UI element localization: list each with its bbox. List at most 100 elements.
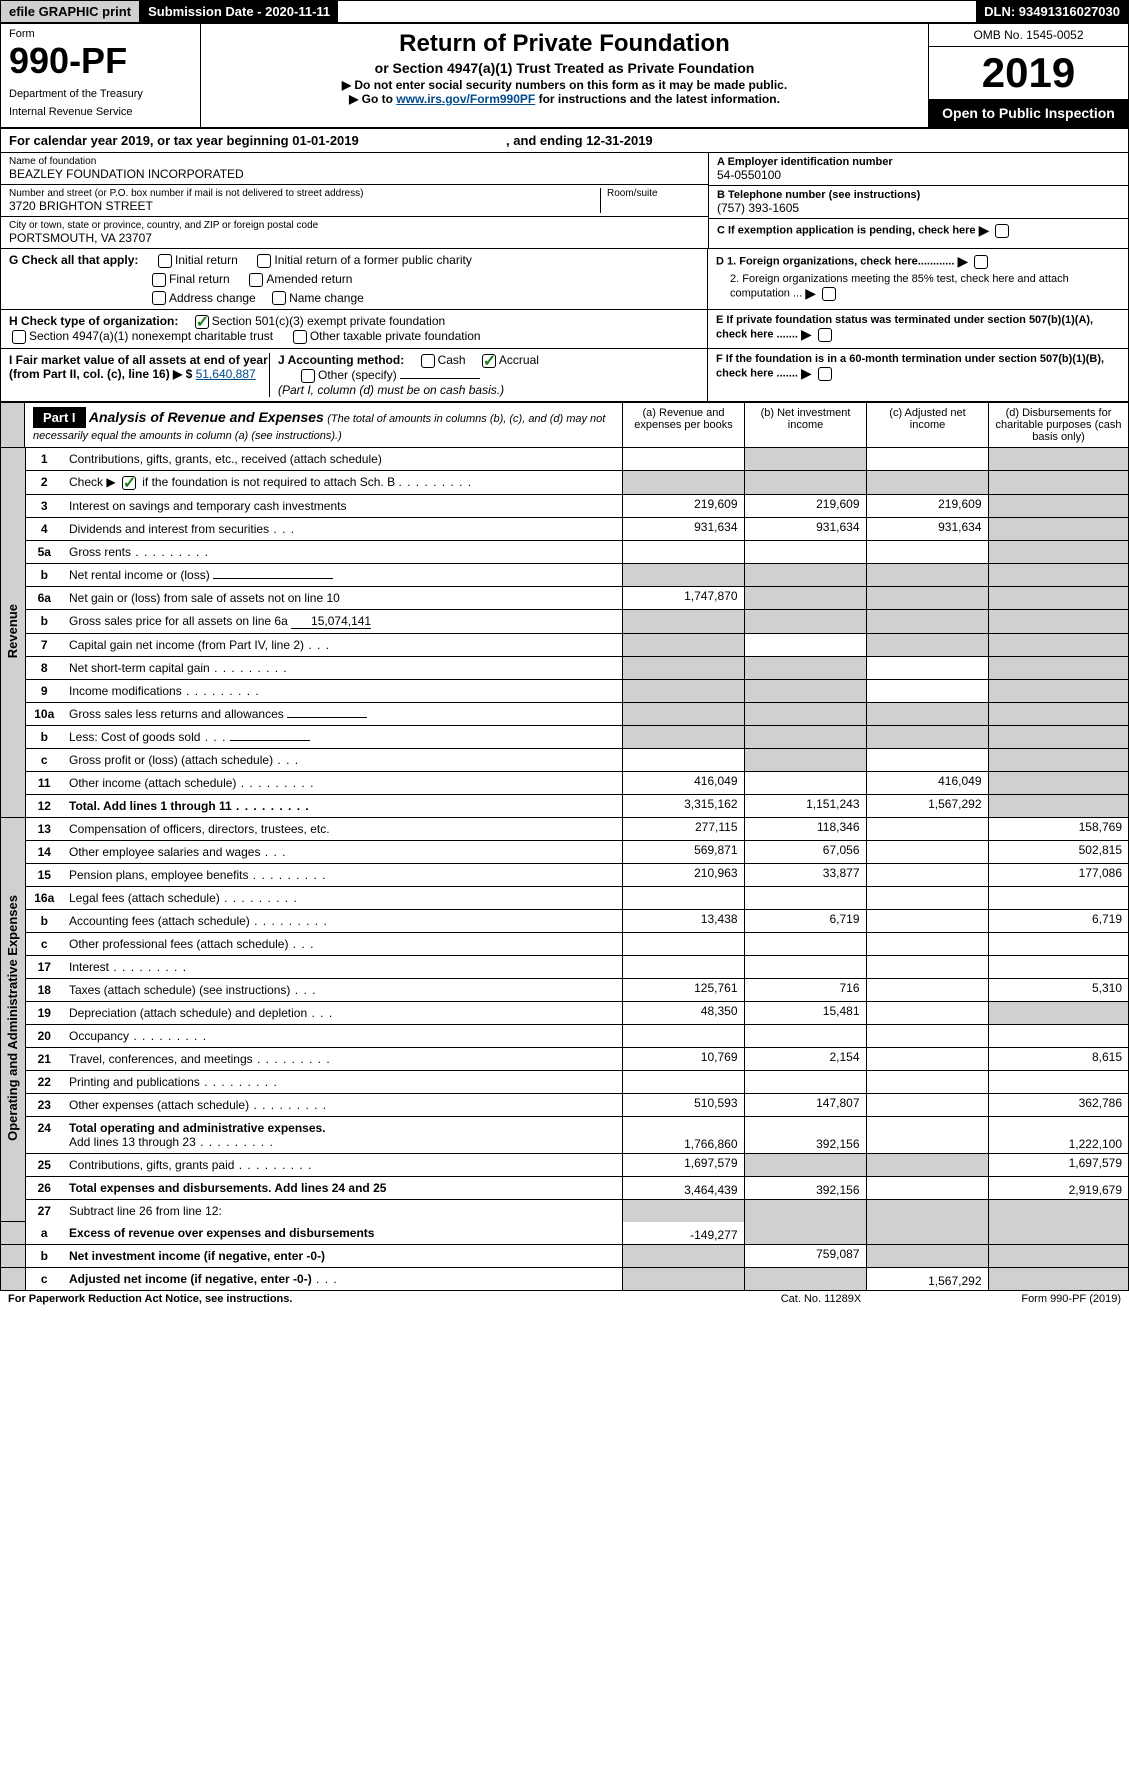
line-num: 11	[25, 771, 63, 794]
amt-cell: 1,697,579	[622, 1153, 744, 1176]
other-specify-field[interactable]	[400, 378, 480, 379]
form990pf-link[interactable]: www.irs.gov/Form990PF	[396, 92, 535, 106]
form-subtitle: or Section 4947(a)(1) Trust Treated as P…	[211, 60, 918, 76]
line-desc: Occupancy	[63, 1024, 622, 1047]
amt-cell	[988, 794, 1128, 817]
line-desc: Gross profit or (loss) (attach schedule)	[63, 748, 622, 771]
efile-label[interactable]: efile GRAPHIC print	[1, 1, 140, 22]
address-label: Number and street (or P.O. box number if…	[9, 188, 600, 199]
line-num: 24	[25, 1116, 63, 1153]
line-num: 6a	[25, 586, 63, 609]
amt-cell: 1,222,100	[988, 1116, 1128, 1153]
line-desc: Printing and publications	[63, 1070, 622, 1093]
amt-cell	[622, 633, 744, 656]
f-cell: F If the foundation is in a 60-month ter…	[708, 349, 1128, 401]
i-amount[interactable]: 51,640,887	[196, 367, 256, 381]
amt-cell	[744, 633, 866, 656]
amt-cell	[988, 1199, 1128, 1222]
note-goto: ▶ Go to www.irs.gov/Form990PF for instru…	[211, 92, 918, 106]
amt-cell: 416,049	[622, 771, 744, 794]
amt-cell: 3,315,162	[622, 794, 744, 817]
expenses-side-label: Operating and Administrative Expenses	[1, 817, 25, 1222]
amt-cell: 931,634	[866, 517, 988, 540]
line-num: 3	[25, 494, 63, 517]
amt-cell: 362,786	[988, 1093, 1128, 1116]
amt-cell	[744, 702, 866, 725]
line-desc: Compensation of officers, directors, tru…	[63, 817, 622, 840]
initial-return-checkbox[interactable]	[158, 254, 172, 268]
amt-cell	[866, 1024, 988, 1047]
amt-cell	[988, 448, 1128, 471]
amt-cell	[866, 1222, 988, 1245]
amt-cell: 502,815	[988, 840, 1128, 863]
address: 3720 BRIGHTON STREET	[9, 199, 600, 213]
submission-date: Submission Date - 2020-11-11	[140, 1, 338, 22]
line-desc: Contributions, gifts, grants, etc., rece…	[63, 448, 622, 471]
f-checkbox[interactable]	[818, 367, 832, 381]
line-num: 22	[25, 1070, 63, 1093]
e-checkbox[interactable]	[818, 328, 832, 342]
amt-cell	[622, 1199, 744, 1222]
4947-checkbox[interactable]	[12, 330, 26, 344]
amended-return-checkbox[interactable]	[249, 273, 263, 287]
amt-cell: 1,697,579	[988, 1153, 1128, 1176]
d2-checkbox[interactable]	[822, 287, 836, 301]
amt-cell	[988, 563, 1128, 586]
amt-cell: 1,567,292	[866, 794, 988, 817]
open-to-public: Open to Public Inspection	[929, 99, 1128, 127]
amt-cell: 67,056	[744, 840, 866, 863]
amt-cell	[744, 609, 866, 633]
line-num: 16a	[25, 886, 63, 909]
amt-cell	[622, 1024, 744, 1047]
amt-cell	[622, 448, 744, 471]
line-num: 19	[25, 1001, 63, 1024]
line-desc: Pension plans, employee benefits	[63, 863, 622, 886]
name-change-checkbox[interactable]	[272, 291, 286, 305]
amt-cell	[622, 932, 744, 955]
part1-header-row: Part I Analysis of Revenue and Expenses …	[1, 403, 1128, 448]
form-container: efile GRAPHIC print Submission Date - 20…	[0, 0, 1129, 1291]
line-desc: Dividends and interest from securities	[63, 517, 622, 540]
amt-cell	[622, 725, 744, 748]
c-label: C If exemption application is pending, c…	[717, 224, 976, 236]
amt-cell	[988, 656, 1128, 679]
other-method-checkbox[interactable]	[301, 369, 315, 383]
line-num: 14	[25, 840, 63, 863]
amt-cell	[744, 563, 866, 586]
line-desc: Gross rents	[63, 540, 622, 563]
room-label: Room/suite	[607, 188, 700, 199]
d-cell: D 1. Foreign organizations, check here..…	[708, 249, 1128, 309]
d1-checkbox[interactable]	[974, 255, 988, 269]
address-change-checkbox[interactable]	[152, 291, 166, 305]
form-header-right: OMB No. 1545-0052 2019 Open to Public In…	[928, 24, 1128, 127]
col-b-header: (b) Net investment income	[744, 403, 866, 447]
j-note: (Part I, column (d) must be on cash basi…	[278, 383, 504, 397]
c-checkbox[interactable]	[995, 224, 1009, 238]
cash-label: Cash	[438, 353, 466, 367]
line-num: 12	[25, 794, 63, 817]
line-num: 5a	[25, 540, 63, 563]
info-left: Name of foundation BEAZLEY FOUNDATION IN…	[1, 153, 708, 248]
form-header: Form 990-PF Department of the Treasury I…	[1, 24, 1128, 129]
cash-checkbox[interactable]	[421, 354, 435, 368]
amt-cell	[988, 586, 1128, 609]
side-spacer	[1, 1245, 25, 1268]
other-taxable-checkbox[interactable]	[293, 330, 307, 344]
amt-cell	[866, 955, 988, 978]
final-return-checkbox[interactable]	[152, 273, 166, 287]
line-num: b	[25, 1245, 63, 1268]
amt-cell	[744, 540, 866, 563]
501c3-checkbox[interactable]	[195, 315, 209, 329]
initial-former-checkbox[interactable]	[257, 254, 271, 268]
sch-b-checkbox[interactable]	[122, 476, 136, 490]
amt-cell	[988, 886, 1128, 909]
amt-cell	[622, 540, 744, 563]
501c3-label: Section 501(c)(3) exempt private foundat…	[212, 314, 445, 328]
other-method-label: Other (specify)	[318, 368, 397, 382]
accrual-checkbox[interactable]	[482, 354, 496, 368]
line-num: 23	[25, 1093, 63, 1116]
amt-cell: 33,877	[744, 863, 866, 886]
amt-cell	[988, 1245, 1128, 1268]
paperwork-notice: For Paperwork Reduction Act Notice, see …	[8, 1293, 721, 1305]
amt-cell	[622, 679, 744, 702]
